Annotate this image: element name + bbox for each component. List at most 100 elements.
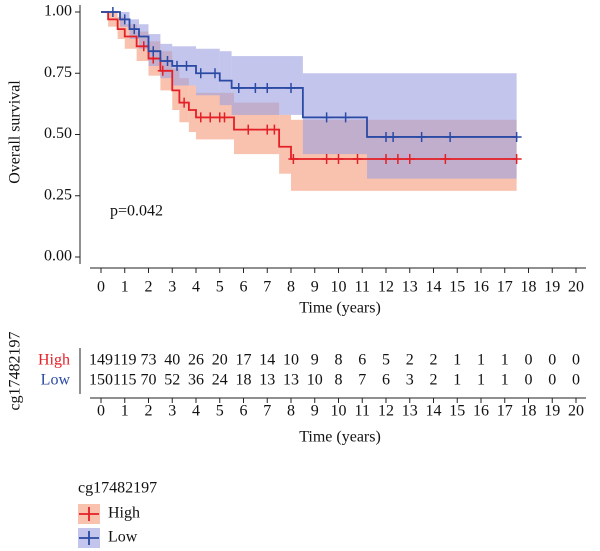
censor-mark xyxy=(195,112,206,123)
censor-mark xyxy=(119,14,130,25)
confidence-band xyxy=(302,73,367,155)
censor-mark xyxy=(269,124,280,135)
confidence-band xyxy=(196,48,220,96)
risk-count: 119 xyxy=(113,352,136,369)
risk-count: 2 xyxy=(430,372,438,389)
risk-x-tick-label: 5 xyxy=(216,403,224,420)
censor-mark xyxy=(416,131,427,142)
legend-title: cg17482197 xyxy=(78,480,157,497)
censor-mark xyxy=(157,65,168,76)
risk-count: 2 xyxy=(406,352,414,369)
risk-count: 26 xyxy=(188,352,204,369)
censor-mark xyxy=(392,154,403,164)
risk-count: 13 xyxy=(283,372,299,389)
x-tick-label: 13 xyxy=(402,279,418,296)
risk-count: 1 xyxy=(501,352,509,369)
censor-mark xyxy=(321,112,332,123)
censor-mark xyxy=(445,131,456,142)
risk-count: 7 xyxy=(358,372,366,389)
censor-mark xyxy=(195,68,206,79)
risk-count: 2 xyxy=(430,352,438,369)
risk-count: 8 xyxy=(335,352,343,369)
x-tick-label: 4 xyxy=(192,279,200,296)
risk-x-tick-label: 0 xyxy=(97,403,105,420)
censor-mark xyxy=(511,154,522,164)
censor-mark xyxy=(162,56,173,66)
risk-count: 6 xyxy=(358,352,366,369)
risk-x-tick-label: 11 xyxy=(355,403,370,420)
x-tick-label: 15 xyxy=(449,279,465,296)
censor-mark xyxy=(148,46,159,57)
risk-x-tick-label: 10 xyxy=(331,403,347,420)
confidence-band xyxy=(117,16,125,39)
x-tick-label: 14 xyxy=(426,279,442,296)
risk-y-label: cg17482197 xyxy=(7,331,24,410)
risk-count: 10 xyxy=(283,352,299,369)
censor-mark xyxy=(288,154,299,164)
risk-count: 1 xyxy=(477,352,485,369)
confidence-band xyxy=(367,73,517,179)
risk-count: 0 xyxy=(572,352,580,369)
x-tick-label: 5 xyxy=(216,279,224,296)
confidence-band xyxy=(188,85,196,133)
confidence-band xyxy=(279,114,291,174)
y-tick-label: 0.25 xyxy=(44,186,72,203)
censor-mark xyxy=(172,60,182,71)
censor-mark xyxy=(286,82,296,93)
risk-count: 5 xyxy=(382,352,390,369)
censor-mark xyxy=(138,41,149,52)
risk-count: 52 xyxy=(164,372,180,389)
risk-x-tick-label: 18 xyxy=(521,403,537,420)
censor-mark xyxy=(321,154,332,164)
censor-mark xyxy=(181,60,192,71)
risk-x-label: Time (years) xyxy=(299,429,381,446)
confidence-band xyxy=(219,51,232,106)
censor-mark xyxy=(210,68,220,79)
risk-x-tick-label: 20 xyxy=(568,403,584,420)
risk-count: 3 xyxy=(406,372,414,389)
x-tick-label: 0 xyxy=(97,279,105,296)
censor-mark xyxy=(243,124,254,135)
risk-count: 0 xyxy=(525,372,533,389)
censor-mark xyxy=(250,82,261,93)
risk-count: 10 xyxy=(307,372,323,389)
censor-mark xyxy=(333,154,344,164)
survival-line xyxy=(101,11,517,160)
risk-count: 70 xyxy=(141,372,157,389)
risk-row-label: Low xyxy=(41,372,71,389)
risk-count: 1 xyxy=(453,352,461,369)
censor-mark xyxy=(381,154,391,164)
survival-line xyxy=(101,11,517,138)
risk-x-tick-label: 8 xyxy=(287,403,295,420)
x-tick-label: 20 xyxy=(568,279,584,296)
risk-count: 17 xyxy=(236,352,252,369)
risk-count: 0 xyxy=(572,372,580,389)
censor-mark xyxy=(205,112,216,123)
censor-mark xyxy=(440,154,451,164)
y-tick-label: 0.00 xyxy=(44,248,72,265)
x-tick-label: 8 xyxy=(287,279,295,296)
risk-count: 149 xyxy=(89,352,113,369)
risk-x-tick-label: 4 xyxy=(192,403,200,420)
y-tick-label: 0.75 xyxy=(44,64,72,81)
x-tick-label: 19 xyxy=(544,279,560,296)
risk-row-label: High xyxy=(38,352,70,369)
risk-count: 1 xyxy=(453,372,461,389)
legend-key xyxy=(79,531,99,545)
y-tick-label: 0.50 xyxy=(44,125,72,142)
risk-count: 13 xyxy=(259,372,275,389)
risk-count: 20 xyxy=(212,352,228,369)
risk-x-tick-label: 17 xyxy=(497,403,513,420)
censor-mark xyxy=(352,154,363,164)
risk-count: 150 xyxy=(89,372,113,389)
risk-x-tick-label: 6 xyxy=(240,403,248,420)
risk-count: 18 xyxy=(236,372,252,389)
x-tick-label: 11 xyxy=(355,279,370,296)
legend-key xyxy=(79,507,99,521)
x-tick-label: 9 xyxy=(311,279,319,296)
risk-count: 115 xyxy=(113,372,136,389)
risk-count: 73 xyxy=(141,352,157,369)
censor-mark xyxy=(179,97,190,108)
x-tick-label: 10 xyxy=(331,279,347,296)
risk-count: 36 xyxy=(188,372,204,389)
